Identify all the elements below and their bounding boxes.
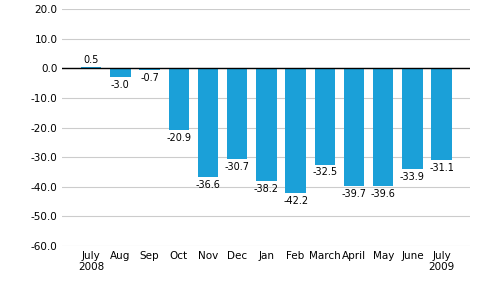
Text: -32.5: -32.5 xyxy=(312,167,337,178)
Bar xyxy=(168,68,189,130)
Bar xyxy=(81,67,101,68)
Bar xyxy=(373,68,394,186)
Bar xyxy=(344,68,364,186)
Text: -20.9: -20.9 xyxy=(166,133,192,143)
Text: -39.6: -39.6 xyxy=(371,188,396,199)
Text: -0.7: -0.7 xyxy=(140,73,159,83)
Text: -38.2: -38.2 xyxy=(254,184,279,194)
Bar xyxy=(110,68,131,77)
Bar xyxy=(314,68,335,164)
Bar xyxy=(432,68,452,161)
Bar xyxy=(402,68,423,169)
Text: -36.6: -36.6 xyxy=(195,180,220,190)
Text: -39.7: -39.7 xyxy=(341,189,367,199)
Bar xyxy=(256,68,276,182)
Text: -33.9: -33.9 xyxy=(400,172,425,182)
Text: 0.5: 0.5 xyxy=(84,55,99,65)
Text: -30.7: -30.7 xyxy=(225,162,250,172)
Bar xyxy=(227,68,247,159)
Bar xyxy=(139,68,160,70)
Bar xyxy=(198,68,218,177)
Text: -42.2: -42.2 xyxy=(283,196,308,206)
Bar xyxy=(286,68,306,193)
Text: -3.0: -3.0 xyxy=(111,80,130,90)
Text: -31.1: -31.1 xyxy=(429,163,454,173)
